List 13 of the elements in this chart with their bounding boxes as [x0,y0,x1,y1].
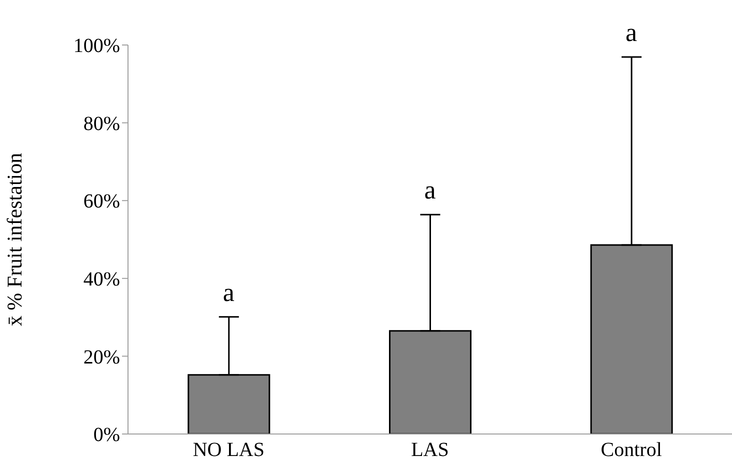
y-tick-label: 40% [83,268,120,290]
y-tick-label: 100% [73,35,120,58]
y-axis-title: x̄ % Fruit infestation [2,152,26,326]
annotation: a [424,176,436,205]
annotation: a [626,18,638,48]
y-tick-label: 60% [83,190,120,213]
x-tick-label: Control [600,439,662,462]
y-tick-label: 0% [93,424,120,446]
y-tick-label: 80% [83,112,120,135]
x-tick-label: LAS [411,439,449,462]
y-tick-label: 20% [83,346,120,368]
annotation: a [222,278,235,307]
x-tick-label: NO LAS [192,439,265,462]
